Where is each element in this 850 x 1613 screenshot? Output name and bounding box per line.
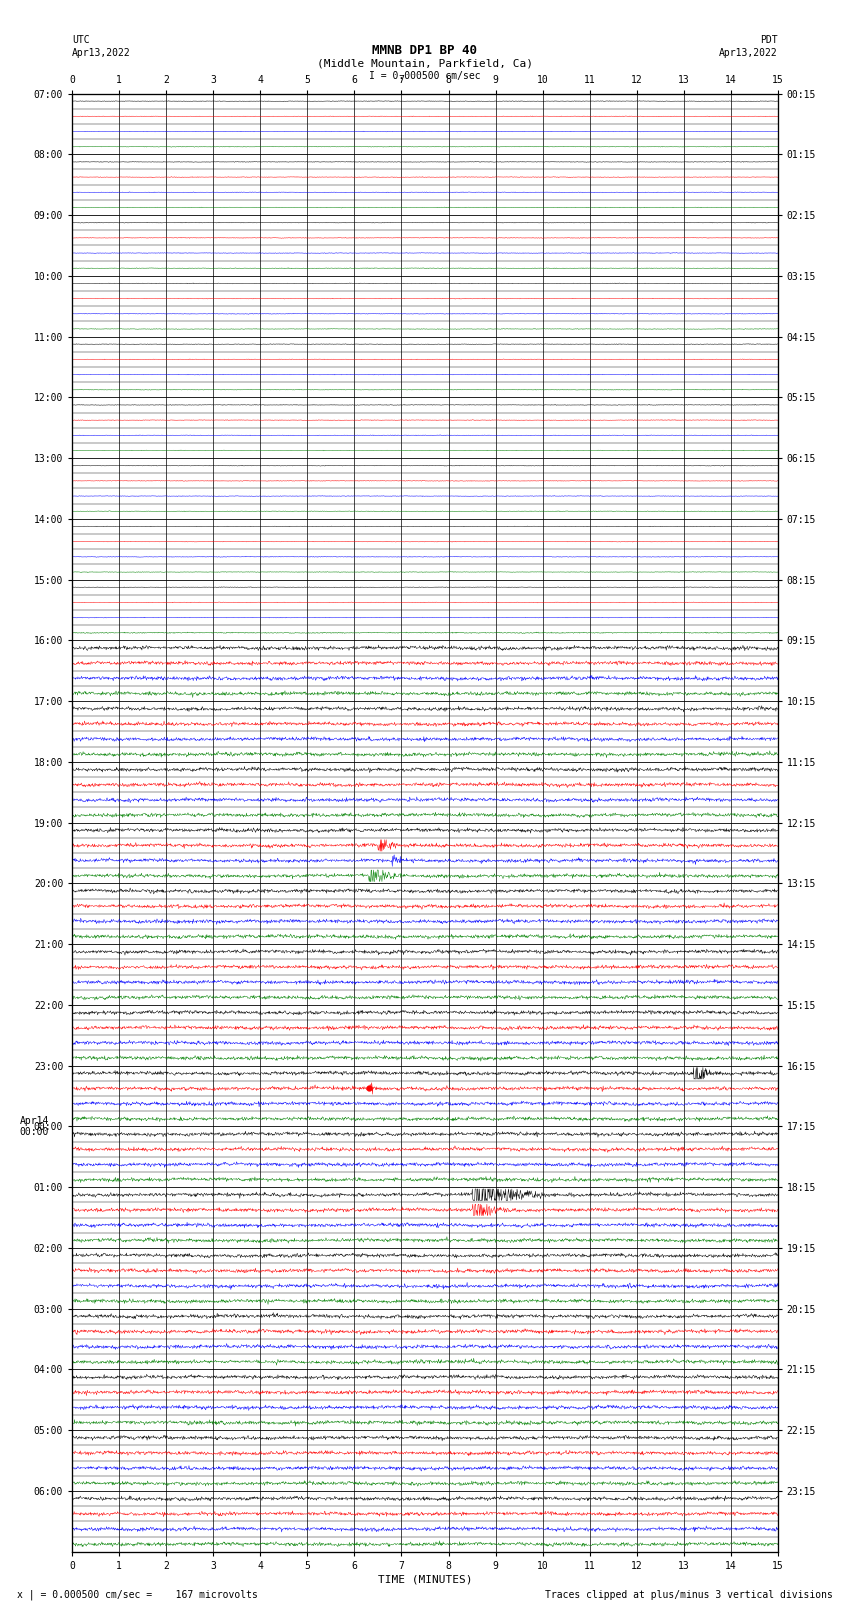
Text: UTC: UTC — [72, 35, 90, 45]
Text: Apr14
00:00: Apr14 00:00 — [20, 1116, 48, 1137]
Text: PDT: PDT — [760, 35, 778, 45]
Text: (Middle Mountain, Parkfield, Ca): (Middle Mountain, Parkfield, Ca) — [317, 58, 533, 68]
Text: x | = 0.000500 cm/sec =    167 microvolts: x | = 0.000500 cm/sec = 167 microvolts — [17, 1589, 258, 1600]
Text: I = 0.000500 cm/sec: I = 0.000500 cm/sec — [369, 71, 481, 81]
Text: MMNB DP1 BP 40: MMNB DP1 BP 40 — [372, 44, 478, 56]
X-axis label: TIME (MINUTES): TIME (MINUTES) — [377, 1574, 473, 1586]
Text: Apr13,2022: Apr13,2022 — [72, 48, 131, 58]
Text: Traces clipped at plus/minus 3 vertical divisions: Traces clipped at plus/minus 3 vertical … — [545, 1590, 833, 1600]
Text: Apr13,2022: Apr13,2022 — [719, 48, 778, 58]
